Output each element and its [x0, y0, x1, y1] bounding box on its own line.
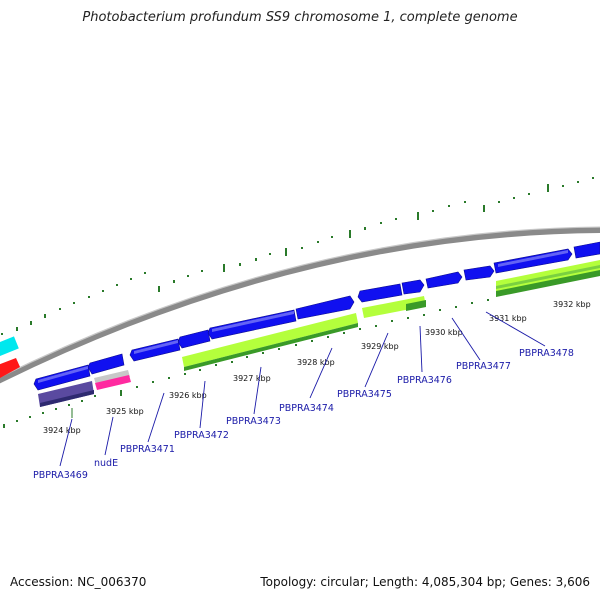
gene-arrow [357, 283, 403, 303]
kbp-label: 3924 kbp [43, 426, 81, 435]
inner-tick-track [3, 299, 489, 428]
kbp-label: 3931 kbp [489, 314, 527, 323]
kbp-label: 3925 kbp [106, 407, 144, 416]
cyan-feature [0, 336, 19, 357]
gene-label: PBPRA3475 [337, 389, 392, 400]
gene-arrow [295, 295, 355, 320]
map-title: Photobacterium profundum SS9 chromosome … [82, 10, 518, 25]
kbp-label: 3928 kbp [297, 358, 335, 367]
orf-track [182, 260, 600, 371]
gene-label: PBPRA3469 [33, 470, 88, 481]
kbp-label: 3932 kbp [553, 300, 591, 309]
genome-backbone [0, 227, 600, 384]
kbp-label: 3930 kbp [425, 328, 463, 337]
gene-arrow [493, 248, 573, 274]
gene-arrow [129, 338, 181, 362]
gene-labels: PBPRA3469 nudE PBPRA3471 PBPRA3472 PBPRA… [33, 348, 574, 481]
gene-arrow [33, 364, 91, 391]
gene-arrow [463, 265, 495, 281]
accession-text: Accession: NC_006370 [10, 575, 147, 589]
gene-label: PBPRA3476 [397, 375, 452, 386]
kbp-label: 3929 kbp [361, 342, 399, 351]
gene-label: PBPRA3478 [519, 348, 574, 359]
outer-tick-track [1, 177, 594, 335]
gene-label: PBPRA3471 [120, 444, 175, 455]
gene-arrow [207, 309, 297, 340]
gene-arrow [177, 329, 211, 349]
red-feature [0, 358, 20, 378]
gene-arrow [573, 241, 600, 259]
forward-strand-genes [33, 241, 600, 391]
kbp-labels: 3924 kbp 3925 kbp 3926 kbp 3927 kbp 3928… [43, 300, 591, 435]
gene-label: PBPRA3472 [174, 430, 229, 441]
kbp-label: 3926 kbp [169, 391, 207, 400]
kbp-label: 3927 kbp [233, 374, 271, 383]
other-features [38, 370, 131, 407]
gene-arrow [401, 279, 425, 295]
genome-summary-text: Topology: circular; Length: 4,085,304 bp… [260, 575, 590, 589]
gene-label-leaders [59, 311, 546, 467]
gene-arrow [87, 353, 125, 375]
gene-label: PBPRA3473 [226, 416, 281, 427]
gene-label: PBPRA3477 [456, 361, 511, 372]
gene-arrow [425, 271, 463, 289]
gene-label: PBPRA3474 [279, 403, 334, 414]
gene-label: nudE [94, 458, 118, 469]
